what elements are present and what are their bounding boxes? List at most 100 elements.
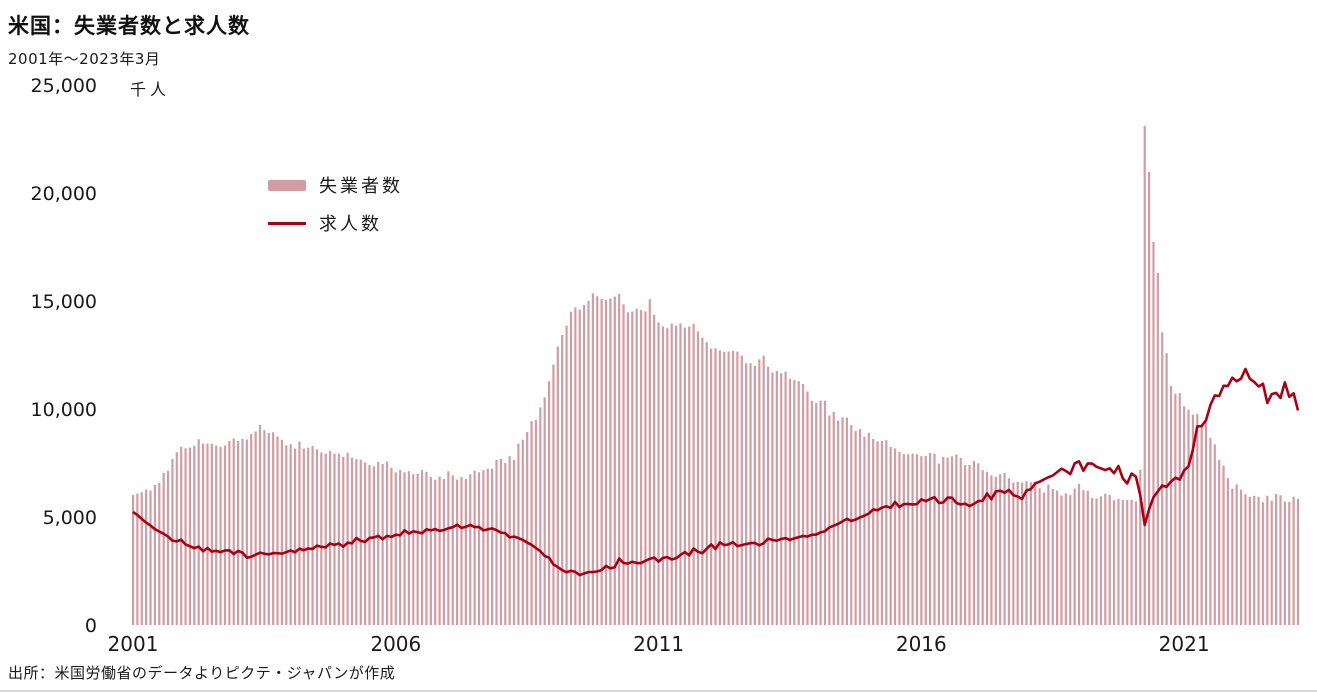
unemployed-bar [714, 348, 717, 625]
unemployed-bar [924, 455, 927, 625]
unemployed-bar [263, 430, 266, 625]
unemployed-bar [670, 323, 673, 625]
unemployed-bar [801, 383, 805, 625]
unemployed-bar [596, 296, 599, 625]
unemployed-bar [959, 457, 962, 625]
unemployed-bar [293, 448, 297, 625]
unemployed-bar [999, 474, 1002, 625]
unemployed-bar [1060, 495, 1063, 625]
unemployed-bar [416, 473, 419, 625]
unemployed-bar [876, 441, 879, 625]
unemployed-bar [994, 476, 997, 625]
unemployed-bar [210, 443, 213, 625]
unemployed-bar [784, 371, 787, 625]
unemployed-bar [495, 459, 498, 625]
source-note: 出所：米国労働省のデータよりピクテ・ジャパンが作成 [8, 664, 396, 682]
unemployed-bar [1288, 502, 1291, 625]
unemployed-bar [1244, 494, 1247, 625]
unemployed-bar [745, 363, 748, 625]
unemployed-bar [412, 474, 415, 625]
unemployed-bar [639, 310, 643, 625]
unemployed-bar [688, 326, 691, 625]
legend-label-unemployed: 失業者数 [319, 176, 403, 197]
unemployed-bar [885, 440, 888, 625]
unemployed-bar [223, 445, 227, 625]
unemployed-bar [289, 444, 292, 625]
unemployed-bar [434, 479, 437, 625]
unemployed-bar [193, 445, 196, 625]
unemployed-bar [718, 350, 721, 625]
unemployed-bar [1257, 496, 1260, 625]
unemployed-bar [1007, 478, 1011, 625]
unemployed-bar [1134, 501, 1138, 625]
unemployed-bar [394, 472, 397, 625]
unemployed-bar [898, 451, 901, 625]
unemployed-bar [950, 456, 954, 625]
unemployed-bar [184, 448, 187, 625]
unemployed-bar [911, 453, 914, 625]
unemployed-bar [604, 300, 608, 625]
unemployed-bar [819, 400, 822, 625]
unemployed-bar [377, 461, 380, 625]
unemployed-bar [666, 328, 669, 625]
unemployed-bar [1292, 496, 1295, 625]
unemployed-bar [1020, 482, 1024, 625]
unemployed-bar [534, 419, 538, 625]
unemployed-bar [880, 440, 884, 625]
unemployed-bar [858, 429, 862, 625]
unemployed-bar [1099, 496, 1103, 625]
unemployed-bar [889, 446, 892, 625]
unemployed-bar [631, 311, 634, 625]
unemployed-bar [337, 453, 340, 625]
unemployed-bar [320, 452, 323, 625]
y-axis-tick: 25,000 [31, 75, 97, 97]
x-axis-tick: 2021 [1159, 632, 1210, 656]
unemployed-bar [399, 469, 402, 625]
unemployed-bar [872, 439, 875, 625]
unemployed-bar [267, 432, 270, 625]
unemployed-bar [1095, 498, 1098, 625]
unemployed-bar [237, 440, 240, 625]
unemployed-bar [372, 466, 375, 625]
unemployed-bar [653, 315, 656, 625]
unemployed-bar [815, 402, 818, 625]
unemployed-bar [1073, 488, 1076, 625]
unemployed-bar-swatch-icon [268, 179, 306, 191]
unemployed-bar [153, 484, 156, 625]
unemployed-bar [1161, 332, 1164, 625]
unemployed-bar [215, 445, 218, 625]
unemployed-bar [504, 463, 507, 625]
unemployed-bar [613, 296, 616, 625]
unemployed-bar [600, 298, 603, 625]
unemployed-bar [556, 346, 559, 625]
unemployed-bar [438, 476, 441, 625]
unemployed-bar [346, 452, 349, 625]
unemployed-bar [587, 300, 590, 625]
unemployed-bar [863, 436, 866, 625]
legend: 失業者数 求人数 [268, 166, 403, 242]
unemployed-bar [407, 471, 411, 625]
unemployed-bar [1261, 502, 1265, 625]
unemployed-bar [482, 470, 485, 625]
unemployed-bar [250, 434, 253, 625]
unemployed-bar [1147, 171, 1151, 625]
unemployed-bar [775, 370, 778, 625]
unemployed-bar [158, 482, 161, 625]
unemployed-bar [1117, 498, 1120, 625]
unemployed-bar [1169, 386, 1173, 625]
unemployed-bar [828, 415, 831, 625]
unemployed-bar [1235, 484, 1238, 625]
unemployed-bar [359, 459, 362, 625]
openings-line-swatch-icon [268, 221, 306, 225]
unemployed-bar [1012, 482, 1015, 625]
unemployed-bar [977, 463, 980, 625]
unemployed-bar [420, 470, 424, 625]
unemployed-bar [771, 372, 774, 625]
unemployed-bar [753, 365, 757, 625]
unemployed-bar [674, 325, 678, 625]
page-title: 米国：失業者数と求人数 [8, 14, 250, 38]
unemployed-bar [933, 453, 936, 625]
unemployed-bar [1082, 490, 1085, 625]
unemployed-bar [648, 299, 651, 625]
